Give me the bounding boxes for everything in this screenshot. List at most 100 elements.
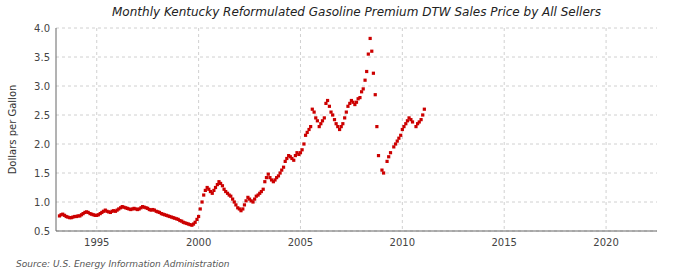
y-grid-line (56, 231, 657, 232)
point (195, 218, 198, 221)
point (377, 154, 380, 157)
point (346, 105, 349, 108)
point (251, 200, 254, 203)
y-grid-line (56, 202, 657, 203)
point (277, 174, 280, 177)
point (299, 151, 302, 154)
axes: 0.51.01.52.02.53.03.54.01995200020052010… (34, 23, 657, 249)
point (216, 183, 219, 186)
y-axis-label: Dollars per Gallon (7, 85, 18, 175)
point (343, 116, 346, 119)
point (328, 105, 331, 108)
point (211, 192, 214, 195)
point (280, 169, 283, 172)
point (212, 189, 215, 192)
point (340, 125, 343, 128)
point (194, 221, 197, 224)
y-tick-label: 1.5 (34, 168, 50, 179)
y-tick-label: 3.5 (34, 52, 50, 63)
point (397, 137, 400, 140)
point (229, 195, 232, 198)
x-grid-line (96, 28, 97, 231)
points (58, 37, 426, 227)
y-tick-label: 2.5 (34, 110, 50, 121)
point (392, 145, 395, 148)
point (402, 125, 405, 128)
y-grid-line (56, 86, 657, 87)
point (375, 125, 378, 128)
point (202, 193, 205, 196)
point (262, 188, 265, 191)
x-axis-line (56, 231, 657, 232)
y-grid-line (56, 57, 657, 58)
point (306, 131, 309, 134)
point (311, 108, 314, 111)
point (200, 200, 203, 203)
point (385, 160, 388, 163)
x-tick-label: 1995 (84, 237, 109, 248)
point (279, 171, 282, 174)
point (389, 151, 392, 154)
x-tick-label: 2020 (593, 237, 618, 248)
chart: Monthly Kentucky Reformulated Gasoline P… (0, 0, 675, 275)
point (253, 198, 256, 201)
y-tick-label: 1.0 (34, 197, 50, 208)
source: Source: U.S. Energy Information Administ… (16, 259, 230, 269)
x-tick-label: 2010 (390, 237, 415, 248)
point (331, 113, 334, 116)
x-grid-line (198, 28, 199, 231)
point (294, 154, 297, 157)
x-tick-label: 2005 (288, 237, 313, 248)
x-grid-line (606, 28, 607, 231)
point (204, 189, 207, 192)
point (302, 142, 305, 145)
point (365, 70, 368, 73)
point (314, 116, 317, 119)
point (329, 111, 332, 114)
point (338, 128, 341, 131)
title: Monthly Kentucky Reformulated Gasoline P… (112, 5, 601, 19)
grid (56, 28, 657, 231)
point (336, 125, 339, 128)
point (372, 72, 375, 75)
point (234, 203, 237, 206)
point (307, 128, 310, 131)
point (199, 207, 202, 210)
point (301, 148, 304, 151)
point (321, 119, 324, 122)
point (370, 50, 373, 53)
y-grid-line (56, 115, 657, 116)
point (313, 111, 316, 114)
point (362, 87, 365, 90)
point (197, 215, 200, 218)
point (382, 171, 385, 174)
point (374, 93, 377, 96)
point (318, 125, 321, 128)
point (348, 102, 351, 105)
point (243, 203, 246, 206)
y-tick-label: 2.0 (34, 139, 50, 150)
x-grid-line (504, 28, 505, 231)
point (309, 125, 312, 128)
point (284, 160, 287, 163)
point (335, 122, 338, 125)
point (363, 79, 366, 82)
point (231, 198, 234, 201)
point (282, 166, 285, 169)
point (421, 113, 424, 116)
point (323, 116, 326, 119)
x-tick-label: 2015 (491, 237, 516, 248)
point (414, 125, 417, 128)
x-grid-line (300, 28, 301, 231)
point (404, 122, 407, 125)
point (399, 134, 402, 137)
y-grid-line (56, 28, 657, 29)
point (423, 108, 426, 111)
point (355, 101, 358, 104)
y-tick-label: 4.0 (34, 23, 50, 34)
point (333, 118, 336, 121)
point (233, 200, 236, 203)
point (304, 134, 307, 137)
point (319, 122, 322, 125)
point (263, 180, 266, 183)
